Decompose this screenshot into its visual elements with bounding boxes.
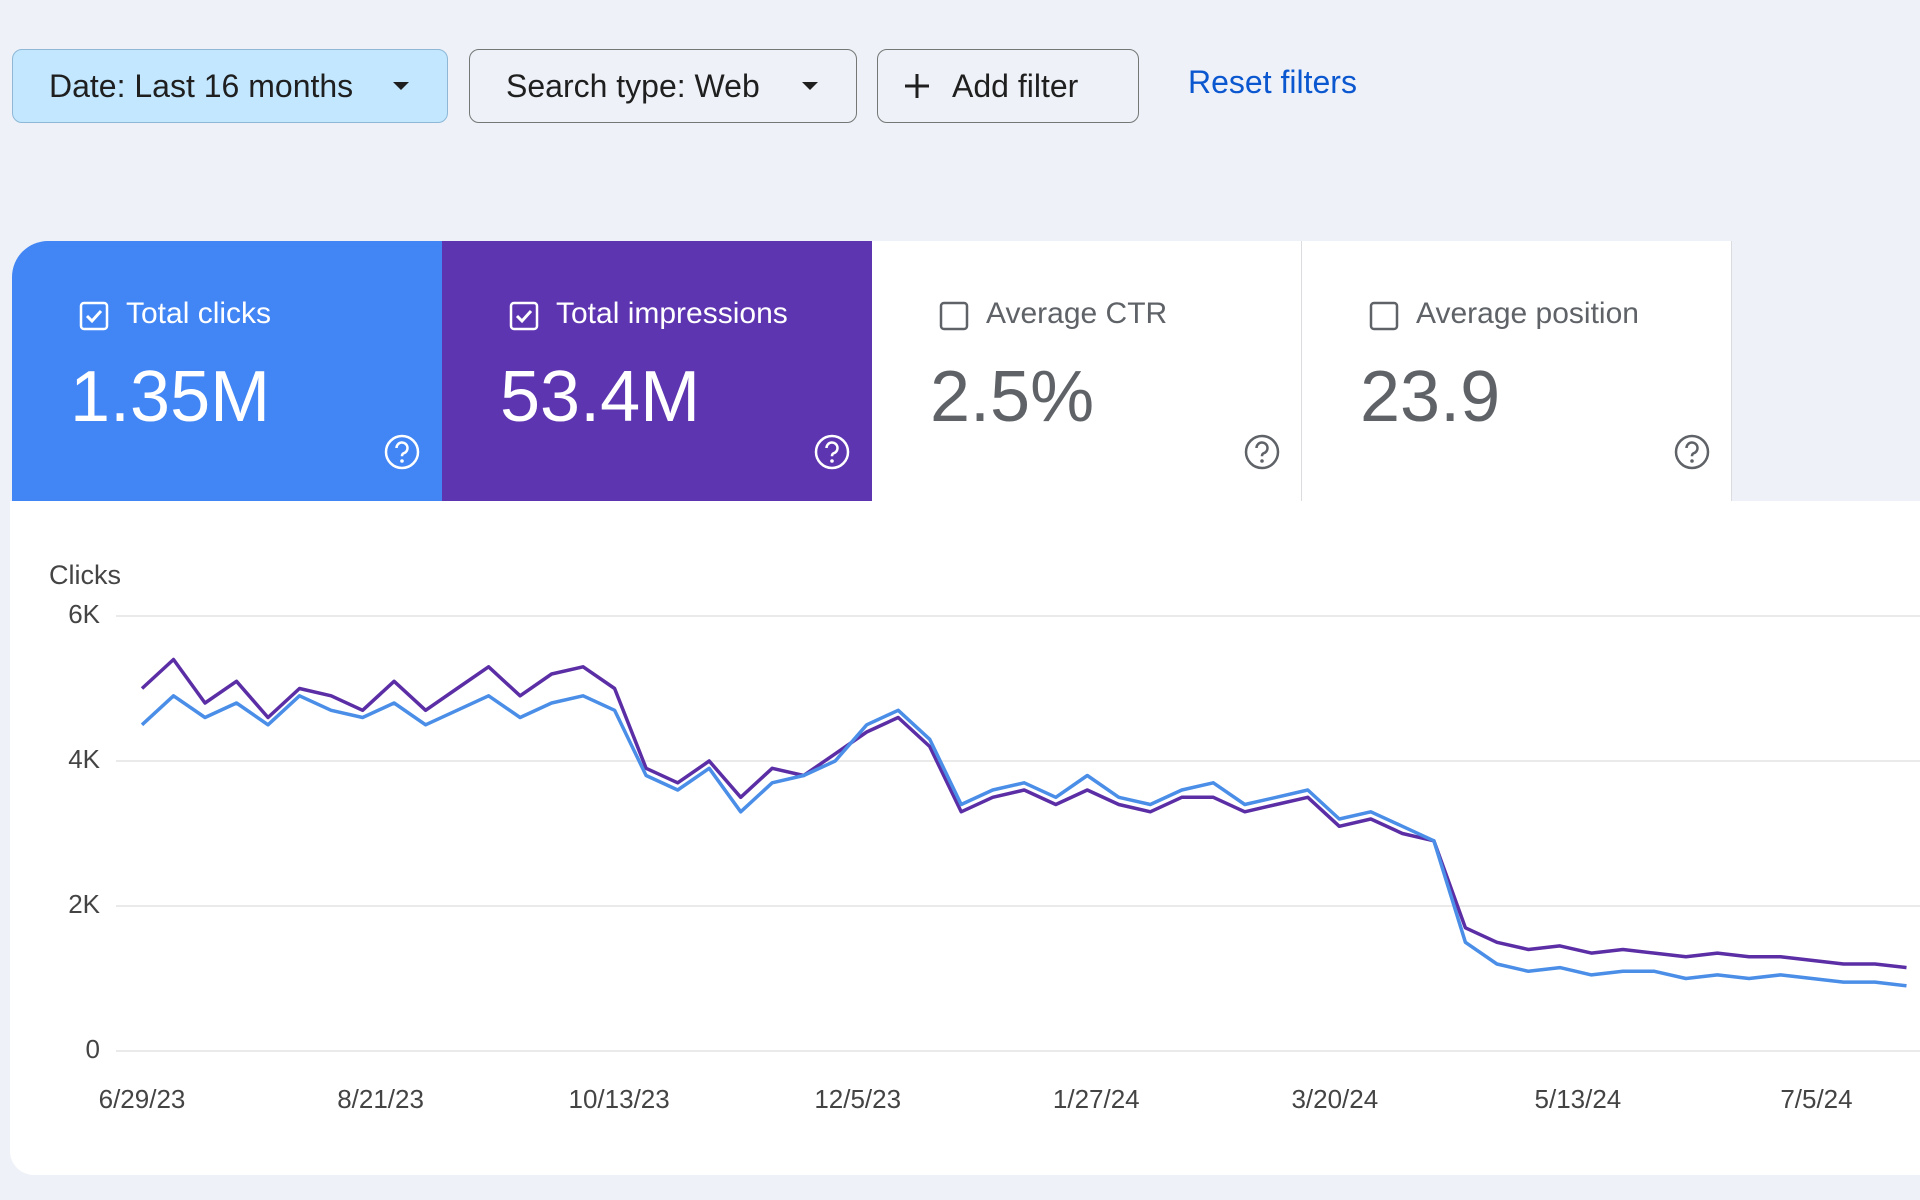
search-type-filter[interactable]: Search type: Web xyxy=(469,49,857,123)
x-tick-label: 7/5/24 xyxy=(1780,1084,1852,1114)
checkmark xyxy=(85,309,103,324)
date-filter-text: Date: Last 16 months xyxy=(49,67,354,104)
help-icon xyxy=(814,434,850,470)
plus-icon xyxy=(905,74,929,98)
x-tick-label: 12/5/23 xyxy=(814,1084,901,1114)
metric-card[interactable]: Total impressions 53.4M xyxy=(442,241,872,501)
checkbox xyxy=(939,301,969,331)
metric-value: 23.9 xyxy=(1360,357,1501,437)
help-circle xyxy=(384,434,420,470)
help-icon xyxy=(1244,434,1280,470)
reset-filters[interactable]: Reset filters xyxy=(1188,64,1357,100)
y-tick-label: 0 xyxy=(86,1034,100,1064)
x-tick-label: 3/20/24 xyxy=(1291,1084,1378,1114)
help-icon xyxy=(384,434,420,470)
x-tick-label: 8/21/23 xyxy=(337,1084,424,1114)
add-filter[interactable]: Add filter xyxy=(877,49,1139,123)
help-mark xyxy=(825,441,839,457)
help-icon xyxy=(1674,434,1710,470)
metric-label: Average position xyxy=(1416,297,1639,330)
y-tick-label: 6K xyxy=(68,599,100,629)
dropdown-icon xyxy=(393,82,409,90)
metric-label: Average CTR xyxy=(986,297,1168,330)
help-mark xyxy=(1255,441,1269,457)
help-circle xyxy=(814,434,850,470)
help-dot xyxy=(1260,459,1264,463)
checkbox-box xyxy=(1369,301,1399,331)
help-dot xyxy=(400,459,404,463)
checkbox-box xyxy=(79,301,109,331)
add-filter-text: Add filter xyxy=(952,67,1079,104)
checkbox xyxy=(509,301,539,331)
x-tick-label: 5/13/24 xyxy=(1535,1084,1622,1114)
checkbox-box xyxy=(509,301,539,331)
x-tick-label: 1/27/24 xyxy=(1053,1084,1140,1114)
checkbox xyxy=(1369,301,1399,331)
checkbox xyxy=(79,301,109,331)
search-type-text: Search type: Web xyxy=(506,67,760,104)
metric-card[interactable]: Average CTR 2.5% xyxy=(872,241,1302,501)
help-mark xyxy=(395,441,409,457)
metric-value: 2.5% xyxy=(930,357,1095,437)
metric-value: 1.35M xyxy=(70,357,271,437)
metric-label: Total impressions xyxy=(556,297,788,330)
help-mark xyxy=(1685,441,1699,457)
y-tick-label: 4K xyxy=(68,744,100,774)
help-circle xyxy=(1674,434,1710,470)
checkmark xyxy=(515,309,533,324)
dropdown-icon xyxy=(802,82,818,90)
date-filter[interactable]: Date: Last 16 months xyxy=(12,49,448,123)
chart-panel xyxy=(10,501,1920,1175)
help-dot xyxy=(830,459,834,463)
y-axis-title: Clicks xyxy=(49,560,121,590)
metric-card[interactable]: Total clicks 1.35M xyxy=(12,241,442,501)
checkbox-box xyxy=(939,301,969,331)
metric-label: Total clicks xyxy=(126,297,272,330)
series-line xyxy=(140,694,1907,988)
help-dot xyxy=(1690,459,1694,463)
series-line xyxy=(140,657,1907,970)
x-tick-label: 6/29/23 xyxy=(99,1084,186,1114)
metric-value: 53.4M xyxy=(500,357,701,437)
x-tick-label: 10/13/23 xyxy=(569,1084,670,1114)
y-tick-label: 2K xyxy=(68,889,100,919)
help-circle xyxy=(1244,434,1280,470)
metric-card[interactable]: Average position 23.9 xyxy=(1302,241,1732,501)
